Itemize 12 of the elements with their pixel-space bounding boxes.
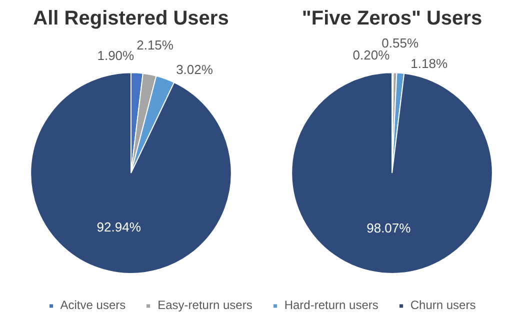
legend-label: Easy-return users <box>158 298 252 312</box>
legend-label: Acitve users <box>60 298 126 312</box>
data-label: 2.15% <box>136 37 174 52</box>
chart-title: "Five Zeros" Users <box>302 8 482 30</box>
data-label: 3.02% <box>176 62 214 77</box>
legend-label: Churn users <box>410 298 476 312</box>
data-label: 1.18% <box>410 56 448 72</box>
data-label: 92.94% <box>96 219 142 234</box>
data-label: 98.07% <box>366 220 412 236</box>
chart-title: All Registered Users <box>33 8 229 30</box>
legend-label: Hard-return users <box>284 298 378 312</box>
data-label: 1.90% <box>97 48 135 63</box>
